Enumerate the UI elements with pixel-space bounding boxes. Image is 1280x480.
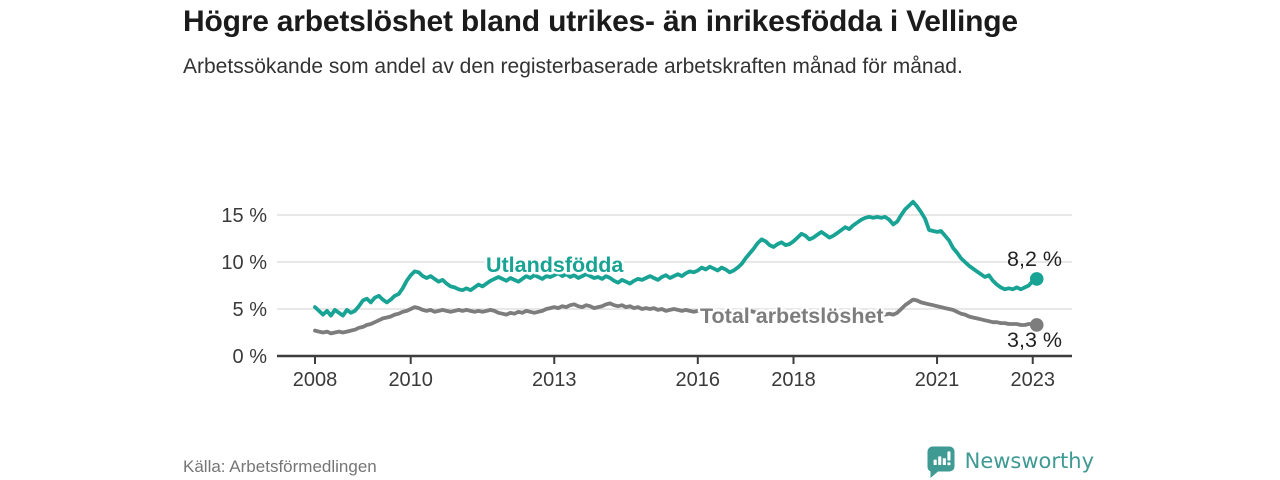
x-tick-label: 2008 <box>293 369 338 391</box>
brand-name: Newsworthy <box>964 449 1094 473</box>
series-end-dot <box>1029 318 1044 332</box>
newsworthy-logo[interactable]: Newsworthy <box>926 444 1094 478</box>
series-line-utlandsfodda <box>313 199 1039 318</box>
x-tick-label: 2018 <box>771 369 816 391</box>
series-label: Total arbetslöshet <box>700 304 884 328</box>
y-tick-label: 15 % <box>221 205 267 227</box>
series-label: Utlandsfödda <box>486 253 624 277</box>
x-tick-label: 2013 <box>532 369 577 391</box>
end-value-label: 8,2 % <box>1007 247 1062 271</box>
x-tick-label: 2021 <box>915 369 960 391</box>
x-tick-label: 2010 <box>388 369 433 391</box>
bar-chart-speech-bubble-icon <box>927 446 955 478</box>
y-tick-label: 5 % <box>233 299 268 321</box>
chart-header: Högre arbetslöshet bland utrikes- än inr… <box>183 4 1073 81</box>
y-tick-label: 10 % <box>221 252 267 274</box>
y-tick-label: 0 % <box>233 346 268 368</box>
page-title: Högre arbetslöshet bland utrikes- än inr… <box>183 5 1018 38</box>
end-value-label: 3,3 % <box>1007 328 1062 352</box>
page-subtitle: Arbetssökande som andel av den registerb… <box>183 55 963 78</box>
x-tick-label: 2016 <box>676 369 721 391</box>
series-end-dot <box>1029 272 1044 286</box>
series-line-total <box>313 297 1039 336</box>
x-tick-label: 2023 <box>1011 369 1056 391</box>
source-note: Källa: Arbetsförmedlingen <box>183 457 377 476</box>
